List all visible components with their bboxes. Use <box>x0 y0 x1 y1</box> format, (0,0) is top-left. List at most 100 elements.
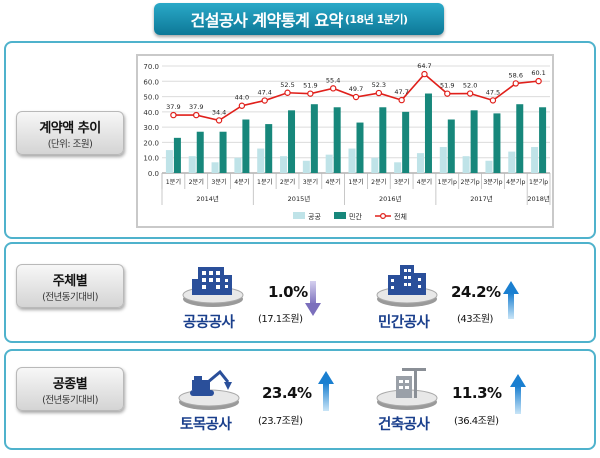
x-tick-label: 3분기 <box>211 178 226 186</box>
total-data-label: 51.9 <box>303 82 317 90</box>
bar-public <box>325 154 333 173</box>
total-point <box>193 111 200 119</box>
public-works-pct: 1.0% <box>268 283 308 301</box>
bar-private <box>173 137 181 173</box>
subject-label: 주체별 <box>52 274 88 289</box>
bar-private <box>310 104 318 173</box>
bar-public <box>508 151 516 173</box>
legend-label: 공공 <box>308 213 321 221</box>
x-tick-label: 1분기 <box>348 178 363 186</box>
bar-public <box>234 157 242 173</box>
bar-private <box>196 131 204 173</box>
worktype-label-box: 공종별 (전년동기대비) <box>16 367 124 411</box>
bar-private <box>447 119 455 173</box>
total-point <box>215 117 223 124</box>
private-works-amount: (43조원) <box>457 314 493 325</box>
y-tick-label: 10.0 <box>143 155 159 163</box>
civil-works-amount: (23.7조원) <box>258 416 303 427</box>
total-data-label: 44.0 <box>235 94 249 102</box>
bar-public <box>439 147 447 173</box>
total-point <box>512 80 519 87</box>
bar-private <box>424 93 432 173</box>
bar-public <box>416 153 424 173</box>
worktype-sublabel: (전년동기대비) <box>42 395 98 406</box>
year-label: 2017년 <box>470 194 493 203</box>
legend-swatch-point <box>380 213 387 220</box>
y-tick-label: 20.0 <box>143 139 159 147</box>
total-point <box>444 90 451 97</box>
total-point <box>375 89 383 97</box>
year-label: 2014년 <box>196 194 219 203</box>
y-tick-label: 40.0 <box>143 109 159 117</box>
year-label: 2018년 <box>527 194 550 203</box>
y-tick-label: 60.0 <box>143 78 159 86</box>
bar-private <box>493 113 501 173</box>
bar-public <box>394 162 402 173</box>
private-works-name: 민간공사 <box>378 315 430 331</box>
total-data-label: 64.7 <box>417 62 431 70</box>
up-arrow-icon <box>503 281 519 319</box>
total-data-label: 37.9 <box>189 103 203 111</box>
x-tick-label: 4분기 <box>417 178 432 186</box>
up-arrow-icon <box>510 374 526 414</box>
page-title: 건설공사 계약통계 요약 (18년 1분기) <box>154 3 444 35</box>
bar-public <box>188 156 196 173</box>
chart-frame: 0.0 10.0 20.0 30.0 40.0 50.0 60.0 70.0 1분기 2분기 3분기… <box>136 54 554 228</box>
total-point <box>421 70 428 78</box>
x-tick-label: 4분기p <box>506 178 525 186</box>
x-tick-label: 2분기 <box>280 178 295 186</box>
total-point <box>398 96 405 104</box>
y-tick-label: 70.0 <box>143 63 159 71</box>
bar-public <box>485 160 493 173</box>
x-tick-label: 4분기 <box>234 178 249 186</box>
y-tick-label: 50.0 <box>143 94 159 102</box>
x-tick-label: 4분기 <box>326 178 341 186</box>
total-point <box>329 85 337 92</box>
bar-private <box>219 131 227 173</box>
bar-private <box>288 110 296 173</box>
total-data-label: 55.4 <box>326 76 340 84</box>
bar-private <box>516 104 524 173</box>
up-arrow-icon <box>318 371 334 411</box>
building-works-pct: 11.3% <box>452 384 502 402</box>
total-data-label: 60.1 <box>531 69 545 77</box>
total-data-label: 37.9 <box>166 103 180 111</box>
bar-public <box>165 150 173 173</box>
total-data-label: 58.6 <box>509 71 523 79</box>
trend-label: 계약액 추이 <box>39 121 101 136</box>
civil-works-name: 토목공사 <box>180 417 232 433</box>
total-point <box>284 89 291 96</box>
down-arrow-icon <box>305 281 321 316</box>
x-tick-label: 1분기p <box>529 178 548 186</box>
y-tick-label: 30.0 <box>143 124 159 132</box>
total-data-label: 47.7 <box>394 88 408 96</box>
total-point <box>535 77 542 85</box>
bar-public <box>280 156 288 173</box>
x-tick-label: 1분기 <box>257 178 272 186</box>
private-works-pct: 24.2% <box>451 283 501 301</box>
total-data-label: 47.5 <box>486 88 500 96</box>
bar-private <box>379 107 387 173</box>
x-tick-label: 3분기 <box>303 178 318 186</box>
bar-public <box>211 162 219 173</box>
bar-private <box>539 107 547 173</box>
x-tick-label: 3분기 <box>394 178 409 186</box>
bar-private <box>402 111 410 173</box>
total-point <box>261 97 268 104</box>
bar-private <box>333 107 341 173</box>
bar-public <box>462 156 470 173</box>
total-data-label: 51.9 <box>440 82 454 90</box>
total-data-label: 49.7 <box>349 85 363 93</box>
legend-label: 민간 <box>349 212 362 221</box>
title-main: 건설공사 계약통계 요약 <box>190 11 343 30</box>
x-tick-label: 2분기 <box>189 178 204 186</box>
x-tick-label: 2분기 <box>371 178 386 186</box>
bar-private <box>356 122 364 173</box>
bar-private <box>470 110 478 173</box>
bar-public <box>531 147 539 173</box>
worktype-label: 공종별 <box>52 377 88 392</box>
trend-sublabel: (단위: 조원) <box>47 139 93 150</box>
total-data-label: 52.0 <box>463 82 477 90</box>
total-data-label: 52.3 <box>372 81 386 89</box>
excavator-icon <box>178 369 240 410</box>
